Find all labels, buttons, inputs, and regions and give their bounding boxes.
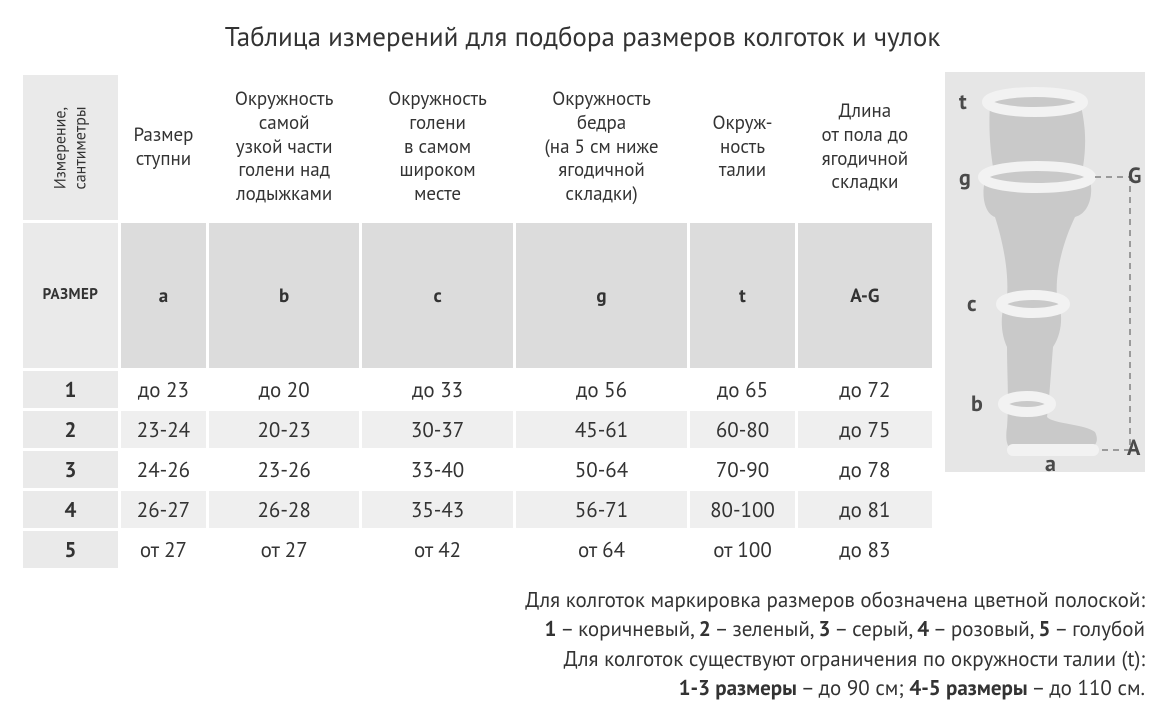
cell: 23-24 [121, 411, 206, 448]
cell: 80-100 [690, 491, 794, 528]
cell: 60-80 [690, 411, 794, 448]
cell: 50-64 [516, 451, 687, 488]
table-body: 1 до 23 до 20 до 33 до 56 до 65 до 72 2 … [23, 371, 932, 568]
page-title: Таблица измерений для подбора размеров к… [20, 20, 1145, 54]
header-col-a: Размерступни [121, 75, 206, 220]
cell: 35-43 [362, 491, 512, 528]
leg-diagram: t g G c b a A [945, 72, 1145, 472]
cell: 56-71 [516, 491, 687, 528]
cell: до 83 [798, 531, 932, 568]
header-measurement-label: Измерение, сантиметры [23, 75, 118, 220]
notes: Для колготок маркировка размеров обознач… [20, 585, 1145, 703]
cell: до 33 [362, 371, 512, 408]
code-b: b [209, 223, 359, 368]
header-col-t: Окруж-ностьталии [690, 75, 794, 220]
size-table: Измерение, сантиметры Размерступни Окруж… [20, 72, 935, 571]
header-col-g: Окружностьбедра(на 5 см нижеягодичнойскл… [516, 75, 687, 220]
table-row: 4 26-27 26-28 35-43 56-71 80-100 до 81 [23, 491, 932, 528]
cell: 45-61 [516, 411, 687, 448]
cell: 30-37 [362, 411, 512, 448]
cell: 70-90 [690, 451, 794, 488]
code-row: РАЗМЕР a b c g t A-G [23, 223, 932, 368]
header-col-b: Окружностьсамойузкой частиголени надлоды… [209, 75, 359, 220]
header-col-ag: Длинаот пола доягодичнойскладки [798, 75, 932, 220]
cell: 33-40 [362, 451, 512, 488]
size-label: РАЗМЕР [23, 223, 118, 368]
diagram-label-c: c [967, 290, 977, 318]
code-t: t [690, 223, 794, 368]
cell: до 20 [209, 371, 359, 408]
code-g: g [516, 223, 687, 368]
cell: до 75 [798, 411, 932, 448]
cell: от 64 [516, 531, 687, 568]
cell: до 23 [121, 371, 206, 408]
table-row: 1 до 23 до 20 до 33 до 56 до 65 до 72 [23, 371, 932, 408]
table-row: 2 23-24 20-23 30-37 45-61 60-80 до 75 [23, 411, 932, 448]
cell: 26-27 [121, 491, 206, 528]
note-line-2: 1 – коричневый, 2 – зеленый, 3 – серый, … [20, 614, 1145, 643]
size-cell: 2 [23, 411, 118, 448]
diagram-label-A: A [1127, 434, 1140, 462]
cell: от 27 [209, 531, 359, 568]
table-container: Измерение, сантиметры Размерступни Окруж… [20, 72, 935, 571]
code-a: a [121, 223, 206, 368]
cell: 26-28 [209, 491, 359, 528]
cell: до 65 [690, 371, 794, 408]
cell: до 56 [516, 371, 687, 408]
cell: от 100 [690, 531, 794, 568]
diagram-label-g: g [959, 164, 971, 192]
size-cell: 1 [23, 371, 118, 408]
code-c: c [362, 223, 512, 368]
cell: от 27 [121, 531, 206, 568]
note-line-1: Для колготок маркировка размеров обознач… [20, 585, 1145, 614]
size-cell: 5 [23, 531, 118, 568]
diagram-label-b: b [971, 390, 983, 418]
table-row: 3 24-26 23-26 33-40 50-64 70-90 до 78 [23, 451, 932, 488]
cell: до 78 [798, 451, 932, 488]
diagram-label-t: t [959, 88, 967, 116]
size-cell: 3 [23, 451, 118, 488]
diagram-label-G: G [1128, 162, 1141, 190]
table-row: 5 от 27 от 27 от 42 от 64 от 100 до 83 [23, 531, 932, 568]
diagram-label-a: a [1045, 450, 1056, 478]
code-ag: A-G [798, 223, 932, 368]
size-cell: 4 [23, 491, 118, 528]
header-col-c: Окружностьголенив самомширокомместе [362, 75, 512, 220]
cell: 20-23 [209, 411, 359, 448]
content-row: Измерение, сантиметры Размерступни Окруж… [20, 72, 1145, 571]
cell: 23-26 [209, 451, 359, 488]
cell: от 42 [362, 531, 512, 568]
cell: 24-26 [121, 451, 206, 488]
cell: до 81 [798, 491, 932, 528]
cell: до 72 [798, 371, 932, 408]
note-line-3: Для колготок существуют ограничения по о… [20, 644, 1145, 673]
note-line-4: 1-3 размеры – до 90 см; 4-5 размеры – до… [20, 673, 1145, 702]
guide-ga-icon [1095, 177, 1130, 450]
